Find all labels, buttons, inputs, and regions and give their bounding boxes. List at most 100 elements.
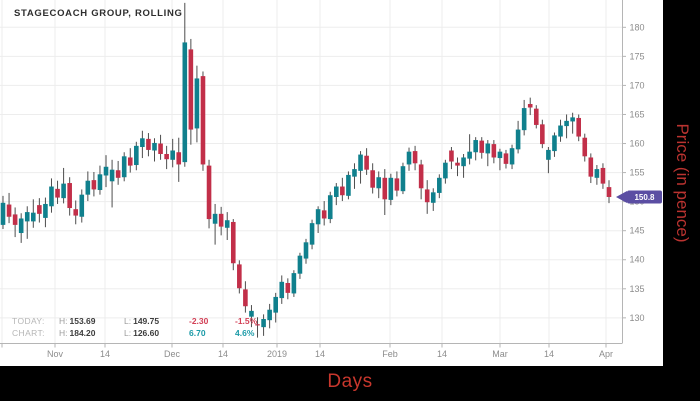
candle-3[interactable] <box>18 218 24 234</box>
candle-88[interactable] <box>533 108 539 125</box>
candle-58[interactable] <box>352 169 357 177</box>
candle-80[interactable] <box>485 143 491 154</box>
candle-24[interactable] <box>146 138 151 150</box>
candle-37[interactable] <box>224 220 230 228</box>
candle-13[interactable] <box>79 194 85 217</box>
candle-34[interactable] <box>206 165 212 220</box>
candle-0[interactable] <box>0 202 6 225</box>
candle-10[interactable] <box>61 183 66 199</box>
candle-63[interactable] <box>382 177 388 200</box>
candle-52[interactable] <box>315 209 321 225</box>
candle-27[interactable] <box>164 153 169 160</box>
candle-56[interactable] <box>340 186 345 196</box>
candle-43[interactable] <box>261 319 266 328</box>
candle-77[interactable] <box>467 151 472 159</box>
candle-16[interactable] <box>97 174 103 191</box>
candle-96[interactable] <box>582 137 588 157</box>
candle-47[interactable] <box>285 282 291 293</box>
candle-76[interactable] <box>461 157 466 167</box>
candle-2[interactable] <box>12 214 18 225</box>
candle-20[interactable] <box>121 156 127 178</box>
candle-94[interactable] <box>570 117 575 122</box>
candle-61[interactable] <box>370 170 375 188</box>
candle-11[interactable] <box>67 183 72 209</box>
candle-59[interactable] <box>358 154 363 171</box>
candle-39[interactable] <box>237 264 242 289</box>
candle-1[interactable] <box>6 204 12 217</box>
candle-21[interactable] <box>127 157 133 166</box>
candle-87[interactable] <box>527 104 533 108</box>
candle-65[interactable] <box>394 178 400 191</box>
candle-17[interactable] <box>103 166 109 176</box>
candle-75[interactable] <box>455 162 460 166</box>
candle-93[interactable] <box>564 120 569 127</box>
candle-14[interactable] <box>85 180 91 195</box>
candle-82[interactable] <box>497 151 503 159</box>
candle-85[interactable] <box>515 129 521 150</box>
candle-92[interactable] <box>558 125 563 137</box>
candle-72[interactable] <box>437 177 442 193</box>
candle-35[interactable] <box>212 213 218 224</box>
candle-40[interactable] <box>243 289 248 307</box>
candle-95[interactable] <box>576 117 581 137</box>
candle-23[interactable] <box>140 138 145 148</box>
candle-90[interactable] <box>546 149 551 160</box>
last-price-badge[interactable] <box>627 190 662 204</box>
candle-32[interactable] <box>194 78 200 129</box>
candle-68[interactable] <box>412 151 418 164</box>
candle-89[interactable] <box>540 124 545 145</box>
candle-50[interactable] <box>303 242 309 259</box>
candle-81[interactable] <box>491 144 497 158</box>
candle-78[interactable] <box>473 140 478 153</box>
candle-6[interactable] <box>37 205 42 214</box>
candlestick-chart[interactable]: 180175170165160155150145140135130Nov14De… <box>0 0 663 366</box>
candle-12[interactable] <box>73 209 79 216</box>
candle-86[interactable] <box>521 108 527 131</box>
candle-53[interactable] <box>321 210 327 219</box>
candle-57[interactable] <box>346 174 351 196</box>
candle-15[interactable] <box>91 180 97 190</box>
candle-83[interactable] <box>503 153 509 164</box>
candle-64[interactable] <box>388 177 394 200</box>
candle-91[interactable] <box>552 135 557 152</box>
candle-28[interactable] <box>170 150 175 160</box>
candle-67[interactable] <box>406 151 412 165</box>
candle-100[interactable] <box>606 187 612 197</box>
candle-29[interactable] <box>176 152 182 165</box>
candle-25[interactable] <box>152 142 157 151</box>
candle-18[interactable] <box>109 169 115 182</box>
candle-99[interactable] <box>600 167 606 184</box>
candle-98[interactable] <box>594 169 600 178</box>
candle-73[interactable] <box>443 162 448 179</box>
candle-60[interactable] <box>364 155 369 170</box>
candle-74[interactable] <box>449 150 454 162</box>
candle-42[interactable] <box>255 324 260 326</box>
candle-84[interactable] <box>509 148 515 165</box>
candle-19[interactable] <box>115 170 121 178</box>
candle-4[interactable] <box>24 212 30 222</box>
candle-69[interactable] <box>418 164 424 189</box>
candle-70[interactable] <box>424 189 430 203</box>
candle-7[interactable] <box>43 203 48 218</box>
candle-8[interactable] <box>49 186 54 207</box>
candle-9[interactable] <box>55 188 60 198</box>
candle-97[interactable] <box>588 157 594 177</box>
candle-5[interactable] <box>31 212 36 222</box>
candle-33[interactable] <box>200 76 206 165</box>
candle-44[interactable] <box>267 309 272 321</box>
candle-79[interactable] <box>479 140 485 153</box>
candle-71[interactable] <box>430 192 436 203</box>
candle-54[interactable] <box>327 195 333 220</box>
candle-51[interactable] <box>309 223 315 245</box>
candle-48[interactable] <box>291 273 297 294</box>
candle-36[interactable] <box>218 213 224 227</box>
candle-31[interactable] <box>188 49 194 130</box>
candle-22[interactable] <box>134 145 139 166</box>
candle-46[interactable] <box>279 281 285 299</box>
candle-26[interactable] <box>158 143 163 154</box>
candle-49[interactable] <box>297 255 303 274</box>
candle-41[interactable] <box>249 310 254 317</box>
candle-30[interactable] <box>182 42 188 163</box>
candle-66[interactable] <box>400 166 406 192</box>
candle-62[interactable] <box>376 177 382 189</box>
